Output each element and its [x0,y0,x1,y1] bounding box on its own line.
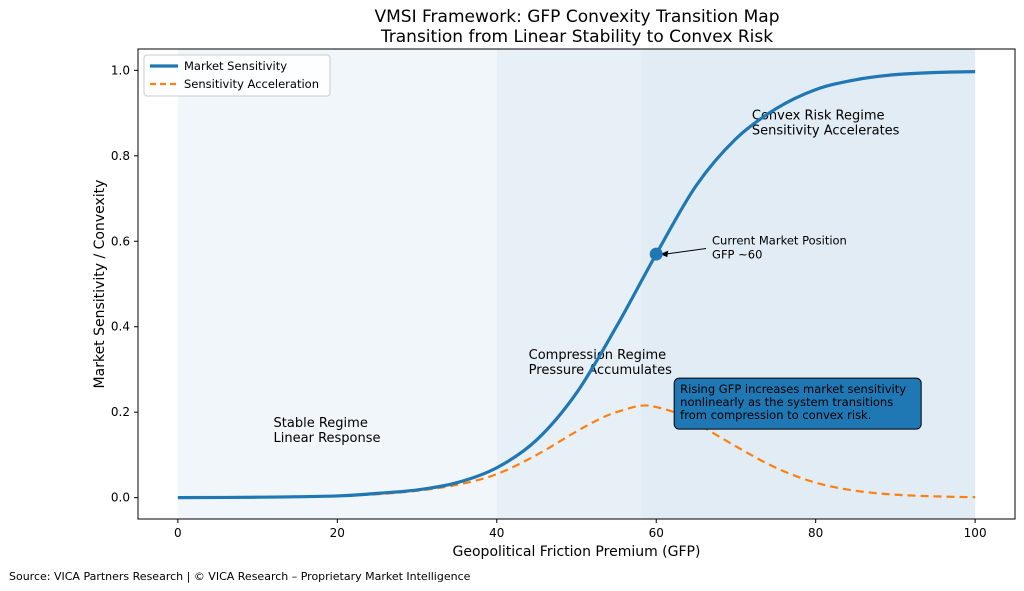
legend-label-sensitivity-acceleration: Sensitivity Acceleration [184,77,319,91]
callout-text: Rising GFP increases market sensitivity [680,382,906,396]
current-position-marker [649,247,663,261]
plot-frame [137,48,1016,520]
y-axis-label: Market Sensitivity / Convexity [92,180,108,389]
callout-box [673,377,922,430]
x-tick-label: 60 [649,526,664,540]
legend-box [143,54,331,97]
y-tick-label: 1.0 [111,63,130,77]
series-line-market-sensitivity [177,70,976,500]
regime-band-stable [177,49,497,519]
regime-label-convex: Convex Risk Regime [752,109,885,124]
regime-label-convex: Sensitivity Accelerates [752,124,900,139]
x-tick-label: 20 [330,526,345,540]
legend-label-market-sensitivity: Market Sensitivity [184,59,287,73]
callout-text: from compression to convex risk. [680,408,871,422]
position-arrow-head [660,250,669,258]
regime-label-compression: Compression Regime [529,348,666,363]
regime-label-stable: Linear Response [274,431,381,446]
y-tick-label: 0.8 [111,149,130,163]
chart-title: VMSI Framework: GFP Convexity Transition… [374,7,780,27]
position-arrow-line [665,248,707,255]
chart-subtitle: Transition from Linear Stability to Conv… [380,27,774,47]
regime-label-stable: Stable Regime [274,416,368,431]
position-annotation-text: GFP ~60 [712,248,762,262]
callout-text: nonlinearly as the system transitions [680,395,893,409]
x-tick-label: 100 [964,526,987,540]
y-tick-label: 0.4 [111,320,130,334]
source-footnote: Source: VICA Partners Research | © VICA … [9,570,471,583]
y-tick-label: 0.6 [111,234,130,248]
regime-band-convex [640,49,976,519]
y-tick-label: 0.2 [111,405,130,419]
x-axis-label: Geopolitical Friction Premium (GFP) [453,544,701,560]
x-tick-label: 0 [174,526,182,540]
regime-label-compression: Pressure Accumulates [529,363,672,378]
y-tick-label: 0.0 [111,491,130,505]
position-annotation-text: Current Market Position [712,234,847,248]
regime-band-compression [496,49,641,519]
x-tick-label: 40 [489,526,504,540]
x-tick-label: 80 [808,526,823,540]
